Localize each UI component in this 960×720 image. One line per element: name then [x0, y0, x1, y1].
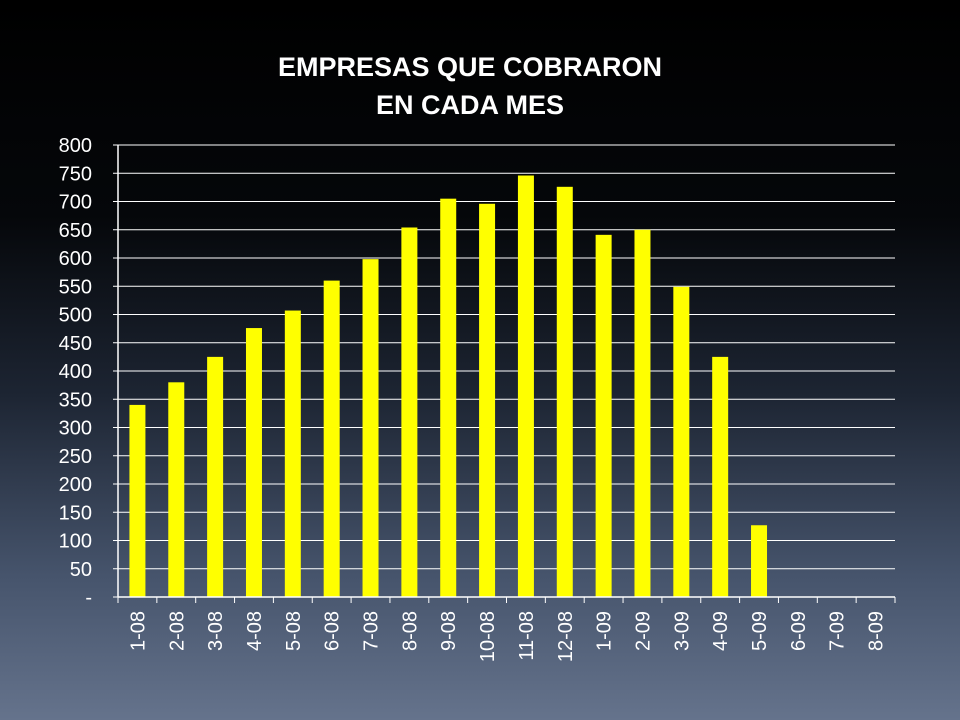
- bar-5-08: [284, 310, 301, 597]
- y-tick-label-500: 500: [59, 305, 92, 327]
- bar-5-09: [751, 525, 768, 597]
- y-tick-label-0: -: [85, 587, 92, 609]
- y-tick-label-700: 700: [59, 192, 92, 214]
- x-tick-label-3-08: 3-08: [205, 611, 227, 651]
- gridlines: [118, 144, 895, 570]
- y-tick-label-300: 300: [59, 418, 92, 440]
- x-tick-label-9-08: 9-08: [438, 611, 460, 651]
- x-tick-label-5-09: 5-09: [749, 611, 771, 651]
- axes: [113, 144, 896, 603]
- x-tick-label-7-09: 7-09: [827, 611, 849, 651]
- bar-4-08: [245, 328, 262, 597]
- x-tick-label-11-08: 11-08: [516, 611, 538, 661]
- x-tick-label-5-08: 5-08: [283, 611, 305, 651]
- bar-8-08: [401, 227, 418, 598]
- bars: [129, 175, 768, 598]
- x-tick-label-8-08: 8-08: [399, 611, 421, 651]
- y-tick-labels: - 50 100 150 200 250 300 350 400 450 500 550 600 650 7…: [59, 135, 92, 609]
- x-tick-label-7-08: 7-08: [361, 611, 383, 651]
- x-tick-label-3-09: 3-09: [671, 611, 693, 651]
- y-tick-label-450: 450: [59, 333, 92, 355]
- x-tick-label-8-09: 8-09: [866, 611, 888, 651]
- y-tick-label-600: 600: [59, 248, 92, 270]
- y-tick-label-50: 50: [70, 559, 92, 581]
- y-tick-label-750: 750: [59, 163, 92, 185]
- y-tick-label-550: 550: [59, 276, 92, 298]
- bar-2-09: [634, 229, 651, 597]
- bar-3-09: [673, 286, 690, 597]
- bar-11-08: [517, 175, 534, 597]
- bar-12-08: [556, 186, 573, 597]
- bar-6-08: [323, 280, 340, 597]
- x-tick-label-10-08: 10-08: [477, 611, 499, 662]
- x-tick-label-1-08: 1-08: [127, 611, 149, 651]
- bar-3-08: [207, 356, 224, 597]
- bar-10-08: [479, 203, 496, 597]
- x-tick-label-2-08: 2-08: [166, 611, 188, 651]
- y-tick-label-350: 350: [59, 389, 92, 411]
- y-tick-label-100: 100: [59, 531, 92, 553]
- bar-1-08: [129, 404, 146, 597]
- chart-title: EMPRESAS QUE COBRARON EN CADA MES: [200, 48, 740, 124]
- x-tick-label-6-09: 6-09: [788, 611, 810, 651]
- x-tick-label-12-08: 12-08: [555, 611, 577, 662]
- y-tick-label-800: 800: [59, 135, 92, 157]
- y-tick-label-150: 150: [59, 502, 92, 524]
- bar-2-08: [168, 382, 185, 597]
- x-tick-label-6-08: 6-08: [322, 611, 344, 651]
- chart-title-line-1: EMPRESAS QUE COBRARON: [277, 52, 663, 82]
- bar-9-08: [440, 198, 457, 598]
- y-tick-label-400: 400: [59, 361, 92, 383]
- bar-1-09: [595, 234, 612, 597]
- x-tick-labels: 1-08 2-08 3-08 4-08 5-08 6-08 7-08 8-08 9-08 10-0…: [127, 611, 887, 662]
- x-tick-label-1-09: 1-09: [594, 611, 616, 651]
- chart-title-line-2: EN CADA MES: [375, 90, 564, 120]
- bar-4-09: [712, 356, 729, 597]
- y-tick-label-250: 250: [59, 446, 92, 468]
- x-tick-label-4-09: 4-09: [710, 611, 732, 651]
- x-tick-label-2-09: 2-09: [632, 611, 654, 651]
- x-tick-label-4-08: 4-08: [244, 611, 266, 651]
- y-tick-label-650: 650: [59, 220, 92, 242]
- y-tick-label-200: 200: [59, 474, 92, 496]
- bar-7-08: [362, 259, 379, 597]
